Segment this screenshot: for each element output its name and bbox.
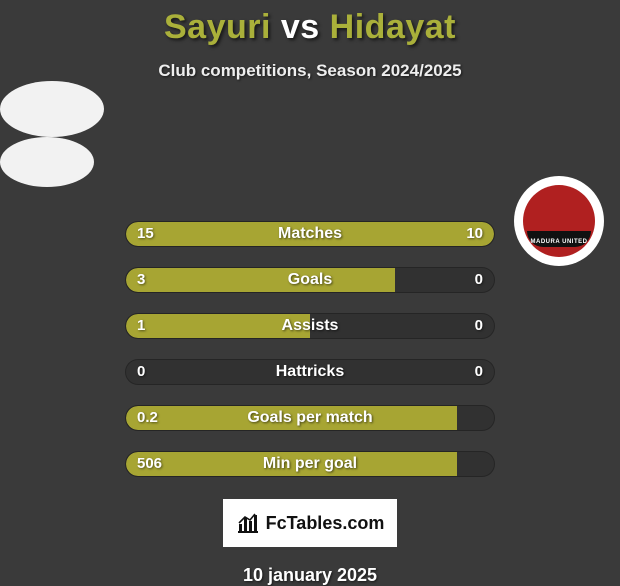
stat-value-left: 0.2 — [137, 405, 158, 431]
stat-label: Hattricks — [125, 359, 495, 385]
stat-value-left: 1 — [137, 313, 145, 339]
stat-value-left: 3 — [137, 267, 145, 293]
vs-separator: vs — [281, 8, 320, 46]
stat-value-right: 0 — [475, 359, 483, 385]
stat-label: Matches — [125, 221, 495, 247]
stat-value-left: 0 — [137, 359, 145, 385]
comparison-chart: Matches1510Goals30Assists10Hattricks00Go… — [0, 221, 620, 477]
snapshot-date: 10 january 2025 — [0, 565, 620, 586]
stat-value-right: 0 — [475, 267, 483, 293]
bar-chart-icon — [236, 512, 260, 534]
stat-value-right: 10 — [466, 221, 483, 247]
stat-row: Goals per match0.2 — [125, 405, 495, 431]
player2-name: Hidayat — [330, 8, 456, 46]
stat-row: Hattricks0 0 — [125, 359, 495, 385]
stat-row: Min per goal506 — [125, 451, 495, 477]
fctables-text: FcTables.com — [266, 513, 385, 534]
stat-value-left: 15 — [137, 221, 154, 247]
stat-row: Matches15 10 — [125, 221, 495, 247]
stat-label: Goals per match — [125, 405, 495, 431]
stat-label: Goals — [125, 267, 495, 293]
fctables-watermark[interactable]: FcTables.com — [223, 499, 397, 547]
stat-row: Goals3 0 — [125, 267, 495, 293]
team-left-badge-1 — [0, 81, 104, 137]
stat-value-right: 0 — [475, 313, 483, 339]
page-title: Sayuri vs Hidayat — [0, 0, 620, 47]
stat-value-left: 506 — [137, 451, 162, 477]
team-left-badge-2 — [0, 137, 94, 187]
stat-row: Assists1 0 — [125, 313, 495, 339]
stat-label: Assists — [125, 313, 495, 339]
player1-name: Sayuri — [164, 8, 271, 46]
stat-label: Min per goal — [125, 451, 495, 477]
subtitle: Club competitions, Season 2024/2025 — [0, 61, 620, 81]
